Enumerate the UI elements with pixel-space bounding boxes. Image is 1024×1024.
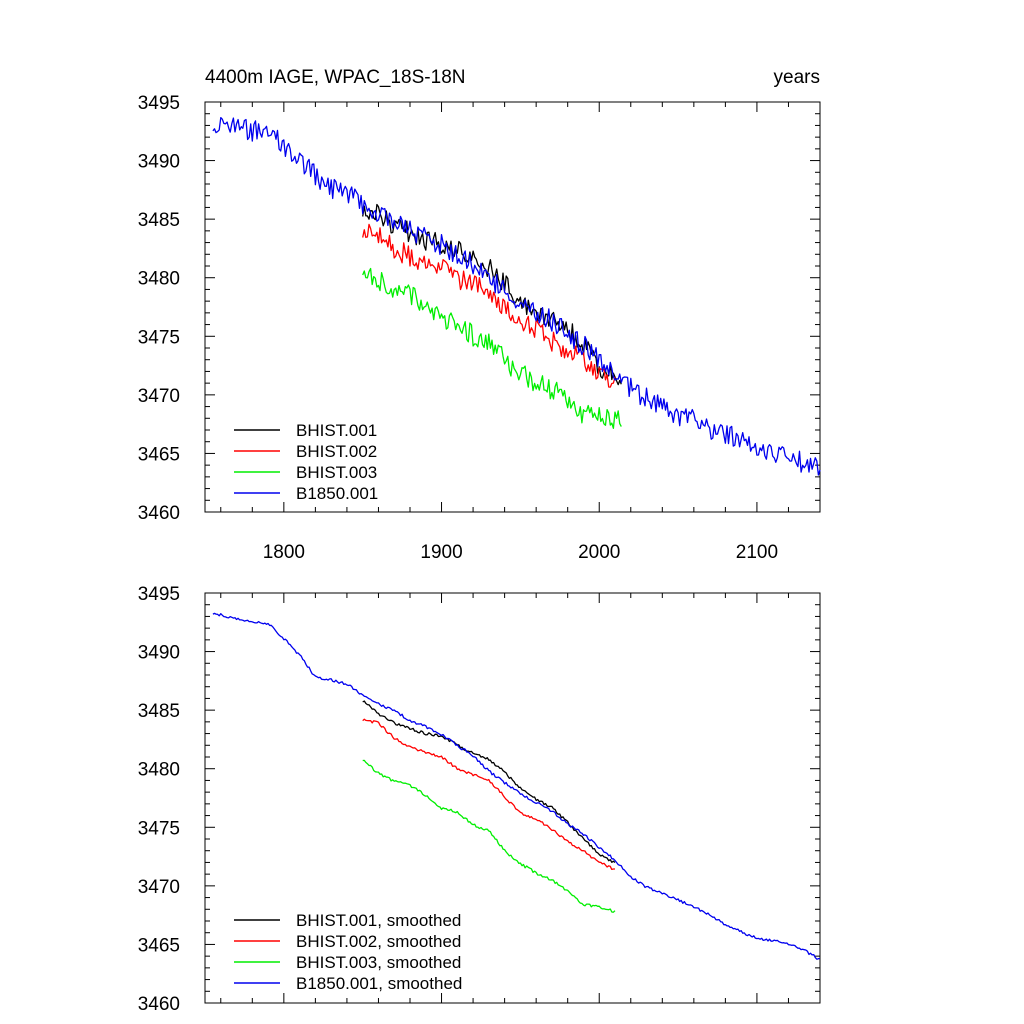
legend-label: BHIST.001, smoothed bbox=[296, 911, 461, 930]
series-line-4 bbox=[212, 116, 821, 476]
legend-label: B1850.001 bbox=[296, 484, 378, 503]
y-tick-label: 3475 bbox=[138, 327, 180, 348]
x-tick-label: 1900 bbox=[420, 542, 462, 563]
x-tick-label: 2100 bbox=[736, 542, 778, 563]
legend-label: BHIST.001 bbox=[296, 421, 377, 440]
top-panel-ticks: 3460 3465 3470 3475 3480 3485 3490 3495 1800 1900… bbox=[138, 93, 821, 563]
bottom-panel: 3460 3465 3470 3475 3480 3485 3490 3495 BHIST.0… bbox=[138, 584, 821, 1015]
x-tick-label: 2000 bbox=[578, 542, 620, 563]
y-tick-label: 3465 bbox=[138, 935, 180, 956]
legend-label: BHIST.003 bbox=[296, 463, 377, 482]
legend-label: B1850.001, smoothed bbox=[296, 974, 462, 993]
bottom-panel-legend: BHIST.001, smoothed BHIST.002, smoothed BH… bbox=[234, 911, 462, 993]
top-panel-series bbox=[212, 116, 821, 476]
y-tick-label: 3475 bbox=[138, 818, 180, 839]
bottom-panel-frame bbox=[204, 592, 821, 1004]
series-line-1 bbox=[362, 203, 622, 386]
top-panel: 4400m IAGE, WPAC_18S-18N years 346034653… bbox=[138, 67, 821, 563]
series-line-2 bbox=[362, 718, 615, 871]
y-tick-label: 3485 bbox=[138, 701, 180, 722]
y-tick-label: 3485 bbox=[138, 210, 180, 231]
y-tick-label: 3470 bbox=[138, 386, 180, 407]
y-tick-label: 3495 bbox=[138, 93, 180, 114]
top-panel-units: years bbox=[774, 67, 820, 88]
y-tick-label: 3470 bbox=[138, 877, 180, 898]
series-line-3 bbox=[362, 267, 622, 429]
y-tick-label: 3460 bbox=[138, 994, 180, 1015]
y-tick-label: 3460 bbox=[138, 503, 180, 524]
plot-frame bbox=[204, 101, 821, 513]
x-tick-label: 1800 bbox=[263, 542, 305, 563]
series-line-1 bbox=[362, 700, 616, 864]
series-line-2 bbox=[362, 223, 616, 388]
y-tick-label: 3495 bbox=[138, 584, 180, 605]
legend-label: BHIST.002, smoothed bbox=[296, 932, 461, 951]
y-tick-label: 3480 bbox=[138, 760, 180, 781]
y-tick-label: 3490 bbox=[138, 152, 180, 173]
top-panel-frame bbox=[204, 101, 821, 513]
bottom-panel-series bbox=[212, 612, 821, 960]
legend-label: BHIST.003, smoothed bbox=[296, 953, 461, 972]
plot-frame bbox=[204, 592, 821, 1004]
y-tick-label: 3480 bbox=[138, 269, 180, 290]
y-tick-label: 3465 bbox=[138, 444, 180, 465]
series-line-3 bbox=[362, 759, 616, 913]
legend-label: BHIST.002 bbox=[296, 442, 377, 461]
top-panel-legend: BHIST.001 BHIST.002 BHIST.003 B1850.001 bbox=[234, 421, 378, 503]
series-line-4 bbox=[212, 612, 821, 960]
top-panel-title: 4400m IAGE, WPAC_18S-18N bbox=[205, 67, 465, 88]
bottom-panel-ticks: 3460 3465 3470 3475 3480 3485 3490 3495 bbox=[138, 584, 821, 1015]
y-tick-label: 3490 bbox=[138, 643, 180, 664]
